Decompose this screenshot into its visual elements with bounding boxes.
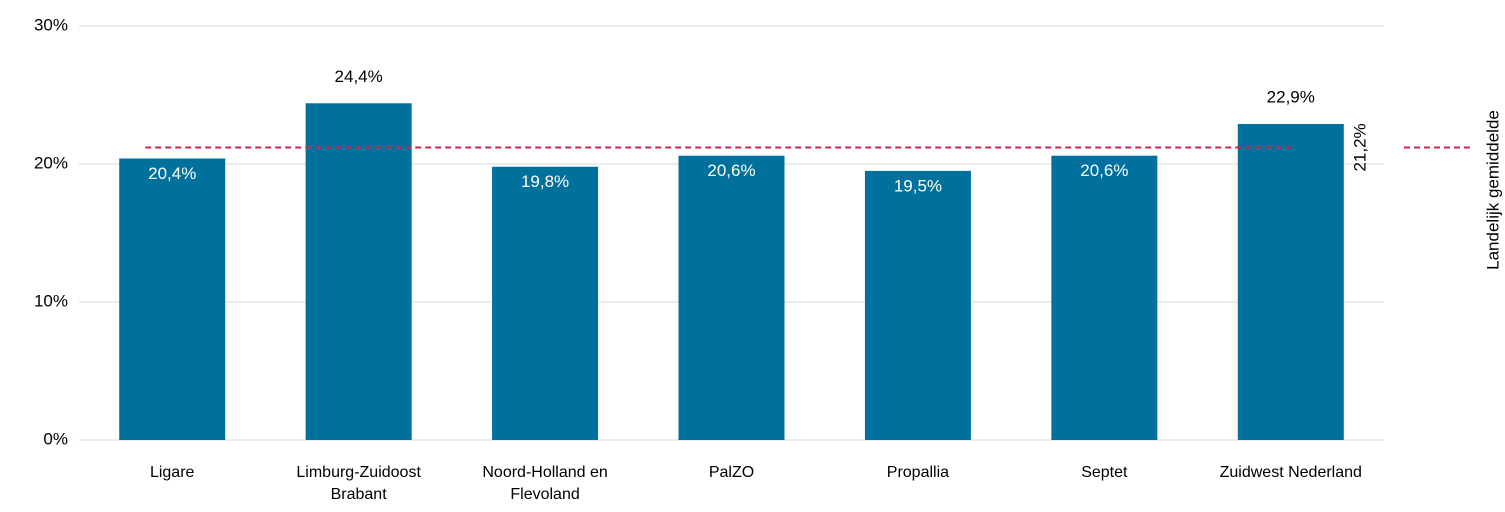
data-label: 20,4% <box>148 164 196 183</box>
x-tick-label: Zuidwest Nederland <box>1219 464 1362 481</box>
y-tick-label: 30% <box>34 15 68 34</box>
bar <box>492 166 599 440</box>
bar <box>1237 123 1344 440</box>
x-tick-label: Propallia <box>886 464 950 481</box>
bar <box>305 103 412 440</box>
x-tick-label: Ligare <box>149 464 195 481</box>
y-tick-label: 10% <box>34 291 68 310</box>
bar <box>1051 155 1158 440</box>
x-tick-label: Limburg-Zuidoost Brabant <box>296 464 421 503</box>
y-tick-label: 20% <box>34 153 68 172</box>
bar <box>678 155 785 440</box>
y-tick-label: 0% <box>43 429 68 448</box>
reference-label: 21,2% <box>1350 123 1369 171</box>
bar <box>119 158 226 441</box>
data-label: 19,5% <box>894 176 942 195</box>
bar <box>864 170 971 440</box>
data-label: 22,9% <box>1267 87 1315 106</box>
data-label: 19,8% <box>521 172 569 191</box>
data-label: 24,4% <box>335 67 383 86</box>
x-tick-label: Septet <box>1081 464 1128 481</box>
x-tick-label: Noord-Holland en Flevoland <box>482 464 608 503</box>
x-tick-label: PalZO <box>708 464 755 481</box>
data-label: 20,6% <box>1080 161 1128 180</box>
legend-label: Landelijk gemiddelde <box>1483 110 1502 270</box>
data-label: 20,6% <box>707 161 755 180</box>
